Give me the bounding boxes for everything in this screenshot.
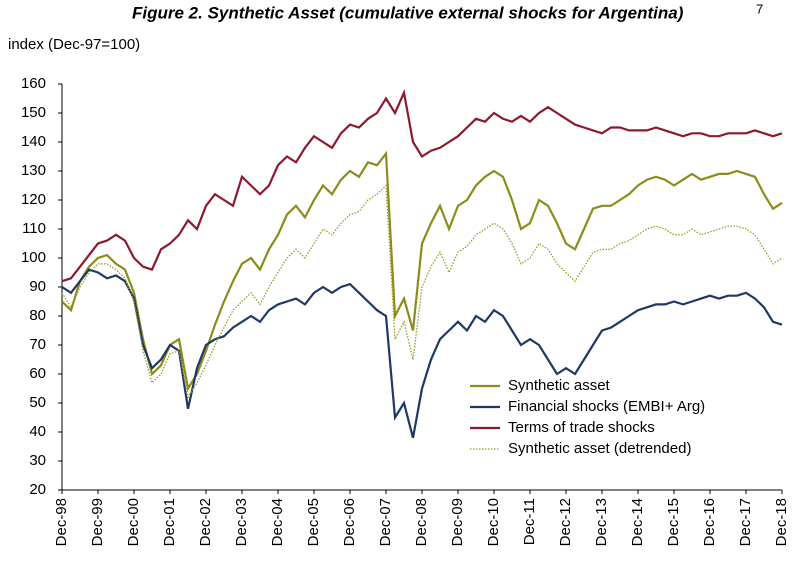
x-tick-label: Dec-98 [53,498,70,546]
y-tick-label: 130 [21,162,46,179]
y-tick-label: 20 [29,481,46,498]
x-tick-label: Dec-99 [89,498,106,546]
x-tick-label: Dec-11 [521,498,538,545]
y-tick-label: 80 [29,307,46,324]
x-tick-label: Dec-00 [125,498,142,546]
y-tick-label: 40 [29,423,46,440]
x-tick-label: Dec-13 [593,498,610,546]
series-line [61,184,783,399]
y-tick-label: 110 [22,220,46,237]
y-tick-label: 120 [21,191,46,208]
title-superscript: 7 [756,1,763,16]
y-tick-label: 140 [21,133,46,150]
y-tick-label: 160 [21,75,46,92]
series-line [61,268,783,439]
chart-title: Figure 2. Synthetic Asset (cumulative ex… [132,3,684,22]
y-tick-label: 60 [29,365,46,382]
x-tick-label: Dec-12 [557,498,574,546]
y-tick-label: 150 [21,104,46,121]
legend-label: Financial shocks (EMBI+ Arg) [508,398,705,415]
legend-label: Terms of trade shocks [508,419,655,436]
x-tick-label: Dec-02 [197,498,214,546]
x-tick-label: Dec-15 [665,498,682,546]
y-tick-label: 30 [29,452,46,469]
x-tick-label: Dec-17 [737,498,754,546]
x-tick-label: Dec-07 [377,498,394,546]
x-tick-label: Dec-10 [485,498,502,546]
x-tick-label: Dec-04 [269,498,286,546]
y-tick-label: 70 [29,336,46,353]
x-tick-label: Dec-18 [773,498,790,546]
y-axis-label: index (Dec-97=100) [8,36,140,53]
x-tick-label: Dec-06 [341,498,358,546]
x-tick-label: Dec-08 [413,498,430,546]
x-tick-label: Dec-14 [629,498,646,546]
series-line [61,150,783,392]
x-tick-label: Dec-05 [305,498,322,546]
y-tick-label: 50 [29,394,46,411]
x-tick-label: Dec-09 [449,498,466,546]
x-tick-label: Dec-16 [701,498,718,546]
x-tick-label: Dec-01 [161,498,178,546]
legend-label: Synthetic asset (detrended) [508,440,691,457]
y-tick-label: 100 [21,249,46,266]
y-tick-label: 90 [29,278,46,295]
x-tick-label: Dec-03 [233,498,250,546]
legend-label: Synthetic asset [508,377,611,394]
series-line [61,88,783,283]
